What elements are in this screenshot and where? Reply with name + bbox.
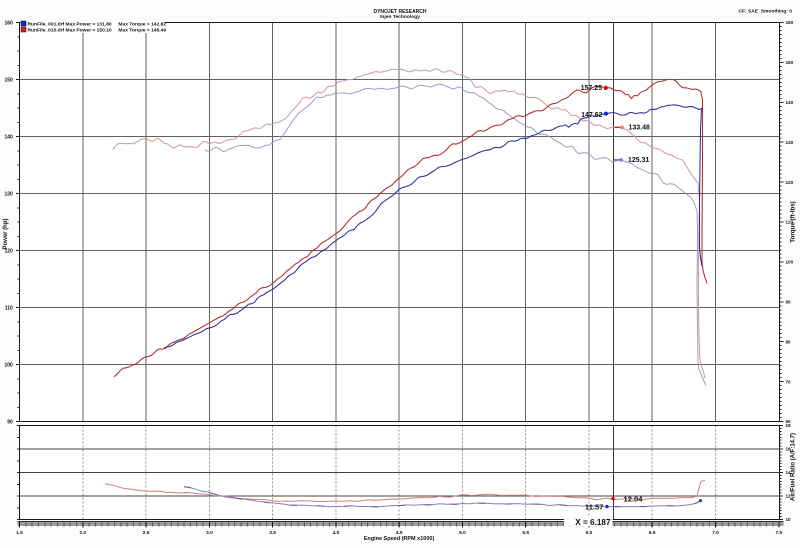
svg-text:CF: SAE Smoothing: 0: CF: SAE Smoothing: 0 [738, 8, 792, 14]
svg-text:6.5: 6.5 [649, 530, 656, 536]
svg-text:130: 130 [786, 140, 794, 145]
svg-text:140: 140 [786, 100, 794, 105]
svg-text:7.5: 7.5 [775, 530, 782, 536]
svg-text:100: 100 [786, 260, 794, 265]
svg-text:4.5: 4.5 [396, 530, 403, 536]
svg-text:90: 90 [7, 419, 13, 425]
svg-text:70: 70 [786, 379, 792, 384]
svg-text:3.5: 3.5 [269, 530, 276, 536]
svg-text:RunFile_001.drf Max Power = 13: RunFile_001.drf Max Power = 131.80 Max T… [28, 21, 167, 27]
svg-text:Injen Technology: Injen Technology [380, 14, 420, 20]
svg-text:160: 160 [786, 20, 794, 25]
svg-text:120: 120 [4, 248, 13, 254]
svg-text:16: 16 [786, 447, 792, 452]
svg-text:Engine Speed (RPM x1000): Engine Speed (RPM x1000) [364, 536, 435, 542]
svg-text:125.31: 125.31 [628, 157, 650, 164]
svg-text:Torque (ft-lbs): Torque (ft-lbs) [790, 201, 797, 242]
svg-text:1.5: 1.5 [16, 530, 23, 536]
svg-text:Power (hp): Power (hp) [3, 218, 9, 249]
svg-text:150: 150 [786, 60, 794, 65]
svg-text:90: 90 [786, 300, 792, 305]
svg-text:10: 10 [786, 517, 792, 522]
svg-text:147.62: 147.62 [581, 112, 603, 119]
svg-text:5.5: 5.5 [522, 530, 529, 536]
svg-text:DYNOJET RESEARCH: DYNOJET RESEARCH [373, 9, 426, 15]
svg-text:140: 140 [4, 134, 13, 140]
svg-text:157.25: 157.25 [581, 85, 603, 92]
svg-text:160: 160 [4, 20, 13, 26]
svg-text:7.0: 7.0 [712, 530, 719, 536]
svg-text:5.0: 5.0 [459, 530, 466, 536]
svg-text:18: 18 [786, 423, 792, 428]
svg-text:110: 110 [5, 305, 13, 311]
svg-text:80: 80 [786, 339, 792, 344]
svg-text:133.48: 133.48 [629, 125, 651, 132]
svg-text:3.0: 3.0 [206, 530, 213, 536]
svg-text:4.0: 4.0 [333, 530, 340, 536]
svg-text:2.0: 2.0 [79, 530, 86, 536]
svg-text:RunFile_010.drf Max Power = 15: RunFile_010.drf Max Power = 150.10 Max T… [28, 27, 167, 33]
svg-text:2.5: 2.5 [143, 530, 150, 536]
svg-text:150: 150 [4, 77, 13, 83]
svg-text:100: 100 [4, 362, 13, 368]
svg-text:6.0: 6.0 [586, 530, 593, 536]
svg-text:11.57: 11.57 [585, 503, 604, 512]
svg-text:12.04: 12.04 [624, 494, 644, 503]
svg-text:Air/Fuel Ratio (A/F:14.7): Air/Fuel Ratio (A/F:14.7) [791, 433, 797, 501]
svg-text:X = 6.187: X = 6.187 [575, 518, 611, 527]
svg-text:110: 110 [786, 220, 794, 225]
svg-text:130: 130 [4, 191, 13, 197]
svg-text:14: 14 [786, 470, 792, 475]
svg-text:12: 12 [786, 494, 792, 499]
svg-text:120: 120 [786, 180, 794, 185]
svg-text:60: 60 [786, 419, 792, 424]
